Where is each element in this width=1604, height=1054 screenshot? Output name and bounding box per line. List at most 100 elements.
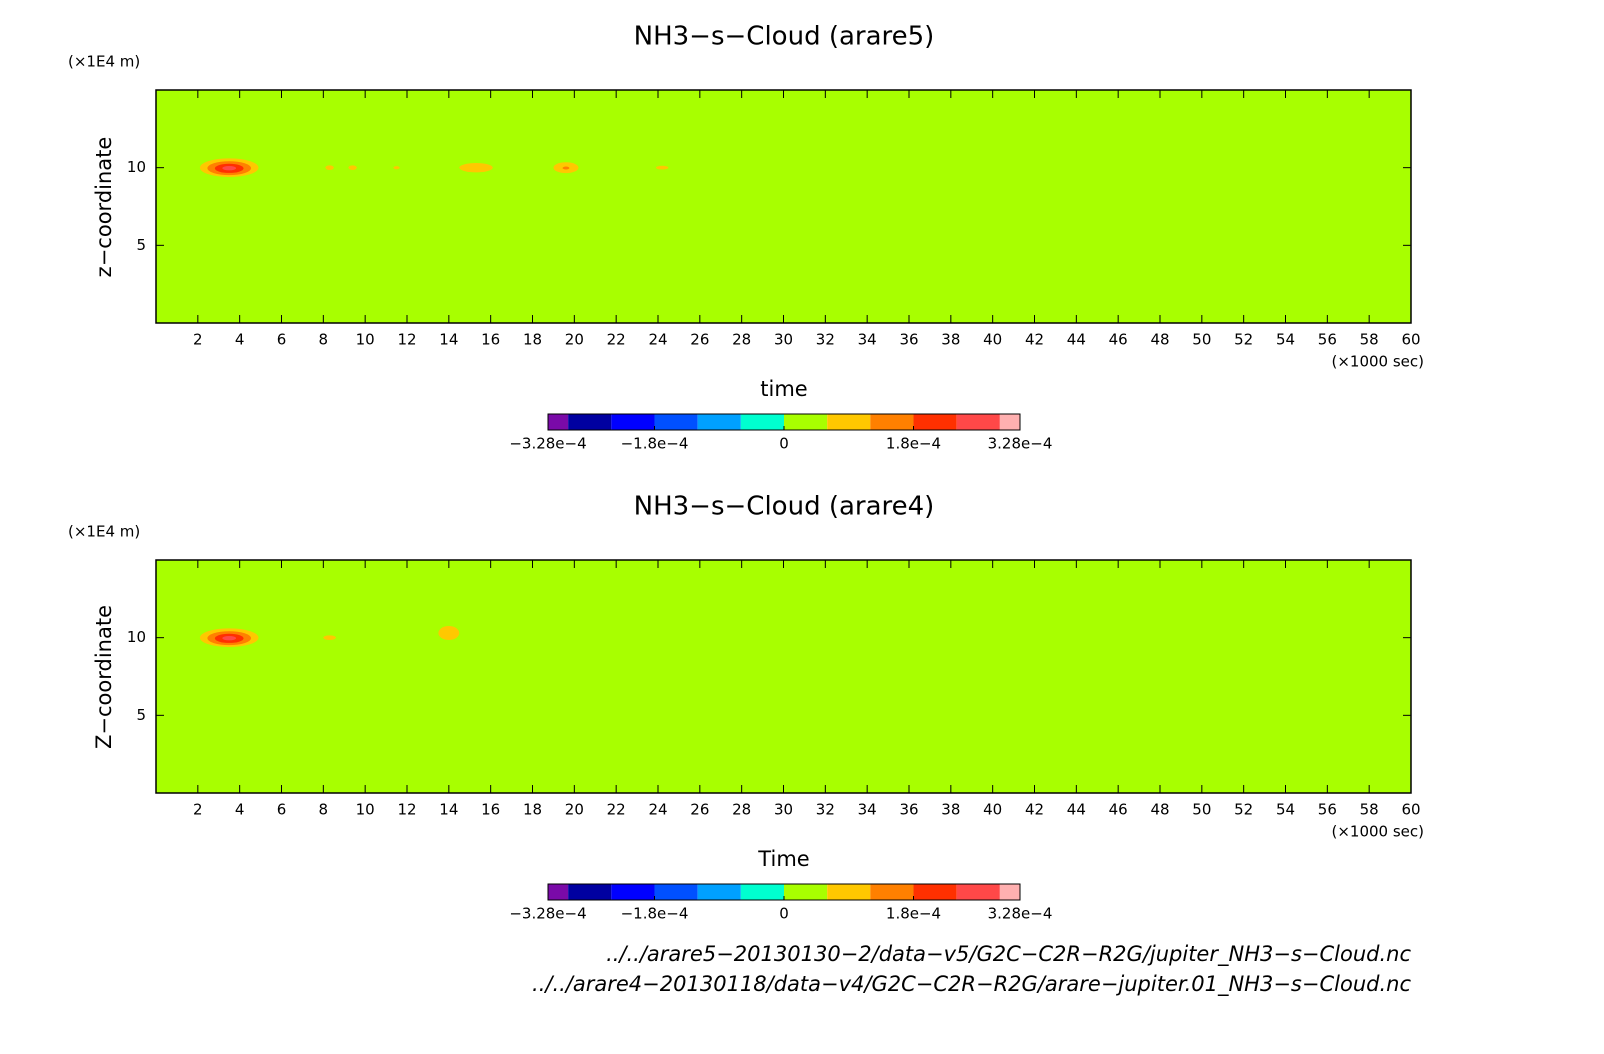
x-tick-label: 6	[277, 331, 287, 349]
x-tick-label: 44	[1067, 331, 1086, 349]
x-tick-label: 4	[235, 801, 245, 819]
x-tick-label: 2	[193, 801, 203, 819]
x-tick-label: 26	[690, 331, 709, 349]
x-tick-label: 36	[899, 801, 918, 819]
x-tick-label: 6	[277, 801, 287, 819]
colorbar-segment	[740, 884, 784, 900]
colorbar-tick-label: −3.28e−4	[509, 905, 586, 923]
y-tick-label: 10	[127, 158, 146, 176]
x-tick-label: 58	[1360, 801, 1379, 819]
x-tick-label: 20	[565, 331, 584, 349]
contour-field	[156, 560, 1411, 793]
colorbar-segment	[827, 414, 871, 430]
colorbar-segment	[913, 884, 957, 900]
x-tick-label: 50	[1192, 331, 1211, 349]
x-unit: (×1000 sec)	[1331, 353, 1424, 371]
y-tick-label: 10	[127, 628, 146, 646]
x-tick-label: 42	[1025, 331, 1044, 349]
cloud-contour	[325, 165, 334, 170]
x-tick-label: 16	[481, 801, 500, 819]
colorbar-segment	[740, 414, 784, 430]
colorbar-tick-label: 3.28e−4	[988, 905, 1053, 923]
colorbar-segment	[548, 884, 569, 900]
x-tick-label: 18	[523, 331, 542, 349]
x-axis-label: time	[760, 377, 807, 401]
y-unit: (×1E4 m)	[68, 53, 140, 71]
x-tick-label: 54	[1276, 801, 1295, 819]
colorbar-tick-label: 0	[779, 905, 789, 923]
x-tick-label: 50	[1192, 801, 1211, 819]
colorbar-segment	[611, 884, 655, 900]
x-tick-label: 58	[1360, 331, 1379, 349]
cloud-contour	[562, 166, 570, 170]
x-tick-label: 30	[774, 331, 793, 349]
y-axis-label: z−coordinate	[92, 137, 116, 278]
x-tick-label: 40	[983, 331, 1002, 349]
x-tick-label: 54	[1276, 331, 1295, 349]
colorbar-segment	[611, 414, 655, 430]
colorbar-segment	[827, 884, 871, 900]
x-tick-label: 16	[481, 331, 500, 349]
colorbar-segment	[913, 414, 957, 430]
x-tick-label: 12	[397, 801, 416, 819]
x-tick-label: 36	[899, 331, 918, 349]
x-tick-label: 10	[356, 801, 375, 819]
x-tick-label: 46	[1109, 801, 1128, 819]
x-tick-label: 8	[319, 801, 329, 819]
x-tick-label: 18	[523, 801, 542, 819]
colorbar-segment	[956, 414, 1000, 430]
cloud-contour	[222, 165, 237, 171]
x-tick-label: 40	[983, 801, 1002, 819]
x-tick-label: 20	[565, 801, 584, 819]
colorbar-segment	[697, 414, 741, 430]
x-tick-label: 38	[941, 801, 960, 819]
x-tick-label: 4	[235, 331, 245, 349]
cloud-contour	[348, 165, 357, 170]
x-tick-label: 24	[648, 801, 667, 819]
colorbar-segment	[956, 884, 1000, 900]
file-path: ../../arare5−20130130−2/data−v5/G2C−C2R−…	[606, 942, 1411, 967]
colorbar-segment	[999, 414, 1020, 430]
contour-field	[156, 90, 1411, 323]
colorbar-tick-label: 3.28e−4	[988, 435, 1053, 453]
cloud-contour	[222, 635, 237, 641]
x-tick-label: 60	[1401, 331, 1420, 349]
x-tick-label: 32	[816, 801, 835, 819]
y-axis-label: Z−coordinate	[92, 605, 116, 749]
x-tick-label: 38	[941, 331, 960, 349]
x-tick-label: 52	[1234, 331, 1253, 349]
cloud-contour	[393, 166, 400, 170]
chart-title: NH3−s−Cloud (arare5)	[634, 22, 935, 52]
x-tick-label: 24	[648, 331, 667, 349]
x-axis-label: Time	[757, 847, 809, 871]
x-tick-label: 60	[1401, 801, 1420, 819]
y-unit: (×1E4 m)	[68, 523, 140, 541]
colorbar-segment	[568, 884, 612, 900]
x-tick-label: 56	[1318, 801, 1337, 819]
x-tick-label: 46	[1109, 331, 1128, 349]
colorbar-segment	[784, 884, 828, 900]
cloud-contour	[655, 165, 669, 170]
x-tick-label: 42	[1025, 801, 1044, 819]
colorbar-tick-label: 1.8e−4	[886, 905, 941, 923]
y-tick-label: 5	[136, 706, 146, 724]
x-tick-label: 22	[607, 331, 626, 349]
x-tick-label: 12	[397, 331, 416, 349]
contour-blobs	[199, 158, 669, 177]
colorbar-segment	[999, 884, 1020, 900]
chart-title: NH3−s−Cloud (arare4)	[634, 492, 935, 522]
colorbar-segment	[870, 414, 914, 430]
x-tick-label: 48	[1150, 331, 1169, 349]
colorbar-tick-label: −1.8e−4	[621, 905, 689, 923]
x-tick-label: 56	[1318, 331, 1337, 349]
cloud-contour	[459, 163, 493, 173]
x-tick-label: 10	[356, 331, 375, 349]
x-tick-label: 26	[690, 801, 709, 819]
file-path: ../../arare4−20130118/data−v4/G2C−C2R−R2…	[532, 972, 1411, 997]
colorbar-segment	[697, 884, 741, 900]
x-tick-label: 34	[858, 331, 877, 349]
colorbar-segment	[784, 414, 828, 430]
x-tick-label: 48	[1150, 801, 1169, 819]
x-tick-label: 22	[607, 801, 626, 819]
